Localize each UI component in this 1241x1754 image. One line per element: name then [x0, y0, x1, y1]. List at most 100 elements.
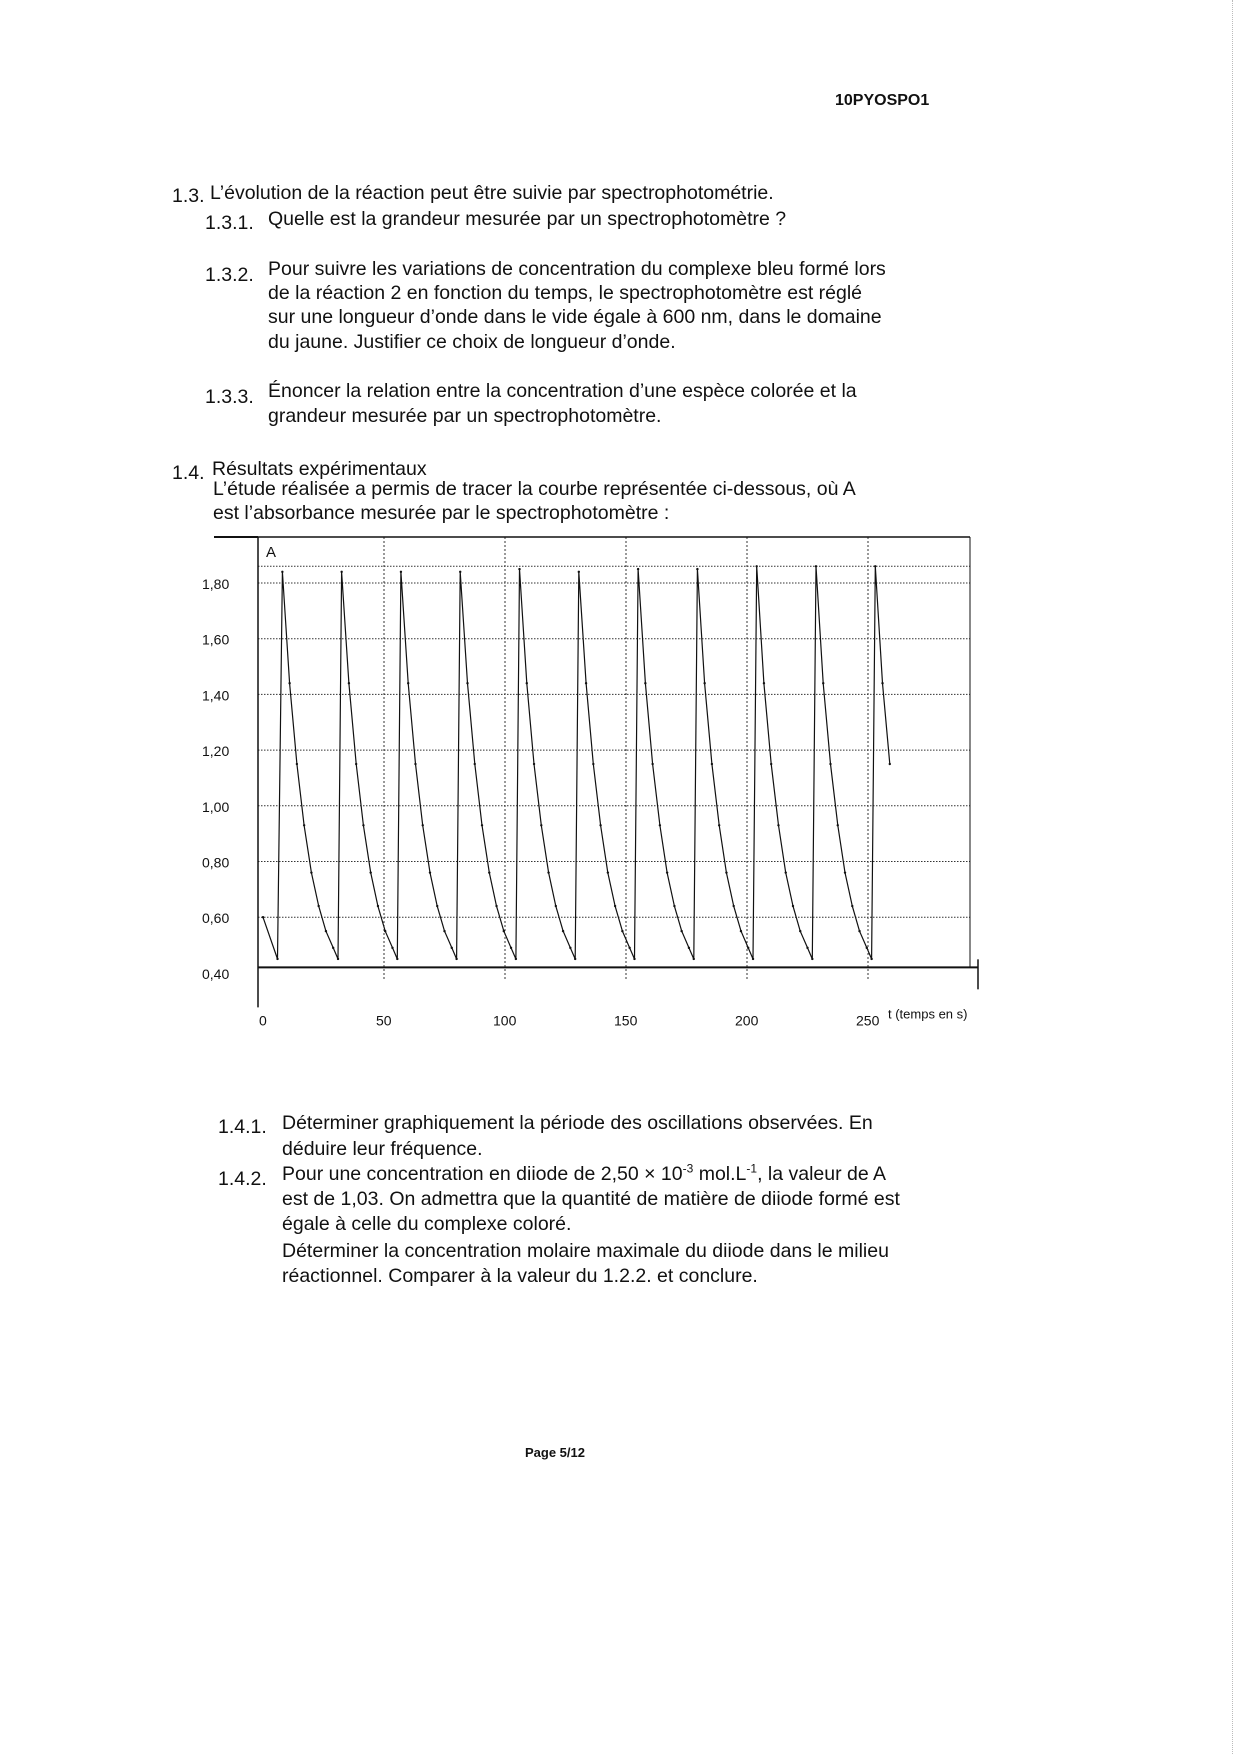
paragraph-line: L’étude réalisée a permis de tracer la c…: [213, 478, 856, 500]
data-point: [665, 871, 669, 874]
data-point: [547, 871, 550, 874]
x-tick-label: 0: [259, 1012, 267, 1028]
data-point: [450, 946, 453, 950]
question-text: Déterminer la concentration molaire maxi…: [282, 1240, 889, 1262]
question-text: est de 1,03. On admettra que la quantité…: [282, 1188, 900, 1210]
data-point: [806, 946, 809, 950]
data-point: [628, 946, 631, 950]
question-text: grandeur mesurée par un spectrophotomètr…: [268, 405, 662, 427]
data-point: [480, 824, 484, 827]
data-point: [680, 929, 683, 933]
question-number: 1.3.2.: [205, 264, 254, 286]
data-point: [621, 929, 624, 933]
data-point: [399, 570, 403, 574]
data-point: [466, 682, 469, 685]
question-text: Quelle est la grandeur mesurée par un sp…: [268, 208, 787, 230]
data-point: [633, 957, 636, 961]
data-point: [851, 904, 854, 908]
data-point: [770, 762, 773, 766]
y-axis-label: A: [266, 544, 276, 561]
data-point: [459, 570, 462, 574]
data-point: [414, 762, 417, 766]
text-part: , la valeur de A: [757, 1163, 887, 1185]
question-number: 1.3.3.: [205, 386, 254, 408]
data-point: [455, 957, 458, 961]
question-number: 1.4.2.: [218, 1168, 267, 1190]
data-point: [777, 824, 780, 827]
x-tick-label: 50: [376, 1012, 392, 1028]
y-tick-label: 1,00: [202, 799, 229, 815]
y-tick-label: 0,60: [202, 910, 229, 926]
question-text: déduire leur fréquence.: [282, 1138, 483, 1160]
data-point: [636, 567, 640, 571]
data-point: [317, 904, 320, 908]
data-point: [407, 682, 410, 685]
data-point: [755, 565, 758, 568]
question-text: du jaune. Justifier ce choix de longueur…: [268, 331, 676, 353]
data-point: [687, 946, 691, 950]
exponent: -1: [746, 1161, 758, 1176]
y-tick-label: 1,20: [202, 743, 229, 759]
section-number: 1.4.: [172, 462, 205, 484]
data-point: [540, 824, 543, 827]
x-tick-label: 200: [735, 1012, 759, 1028]
data-point: [613, 904, 617, 908]
text-part: mol.L: [693, 1163, 747, 1185]
data-point: [799, 929, 802, 933]
text-part: Pour une concentration en diiode de 2,50…: [282, 1163, 683, 1185]
data-point: [473, 762, 476, 766]
data-point: [324, 929, 328, 933]
data-point: [606, 871, 610, 874]
data-point: [651, 762, 654, 766]
data-point: [865, 946, 868, 950]
question-text: égale à celle du complexe coloré.: [282, 1213, 572, 1235]
data-point: [569, 946, 572, 950]
y-tick-label: 0,40: [202, 966, 229, 982]
data-point: [784, 871, 787, 874]
data-point: [495, 904, 498, 908]
section-heading: L’évolution de la réaction peut être sui…: [210, 182, 774, 204]
data-point: [347, 682, 351, 685]
exponent: -3: [682, 1161, 694, 1176]
data-point: [584, 682, 588, 685]
data-point: [696, 567, 699, 571]
document-code: 10PYOSPO1: [835, 92, 930, 109]
data-point: [829, 762, 832, 766]
data-point: [310, 871, 313, 874]
page-number: Page 5/12: [525, 1445, 585, 1460]
question-text: Énoncer la relation entre la concentrati…: [268, 380, 857, 402]
absorbance-chart: 0,40 0,60 0,80 1,00 1,20 1,40 1,60 1,80 0 50 100 15…: [202, 536, 979, 1028]
data-point: [836, 824, 839, 827]
data-point: [362, 824, 365, 827]
data-point: [391, 946, 394, 950]
scan-edge: [1231, 0, 1233, 1754]
data-point: [577, 570, 581, 574]
data-point: [376, 904, 380, 908]
question-text: réactionnel. Comparer à la valeur du 1.2…: [282, 1265, 758, 1287]
y-tick-label: 1,80: [202, 576, 229, 592]
data-point: [811, 957, 814, 961]
data-point: [288, 682, 291, 685]
data-point: [502, 929, 505, 933]
data-point: [295, 762, 299, 766]
data-point: [858, 929, 861, 933]
x-tick-label: 250: [856, 1012, 880, 1028]
data-point: [791, 904, 795, 908]
data-point: [302, 824, 306, 827]
data-point: [881, 682, 884, 685]
data-point: [369, 871, 372, 874]
data-point: [710, 762, 714, 766]
data-point: [822, 682, 825, 685]
data-point: [747, 946, 750, 950]
data-point: [870, 957, 873, 961]
data-point: [573, 957, 577, 961]
data-point: [396, 957, 399, 961]
data-point: [340, 570, 343, 574]
data-point: [732, 904, 735, 908]
data-point: [717, 824, 721, 827]
data-point: [281, 570, 284, 574]
data-point: [436, 904, 439, 908]
data-point: [739, 929, 743, 933]
question-text: Déterminer graphiquement la période des …: [282, 1112, 873, 1134]
data-point: [561, 929, 565, 933]
